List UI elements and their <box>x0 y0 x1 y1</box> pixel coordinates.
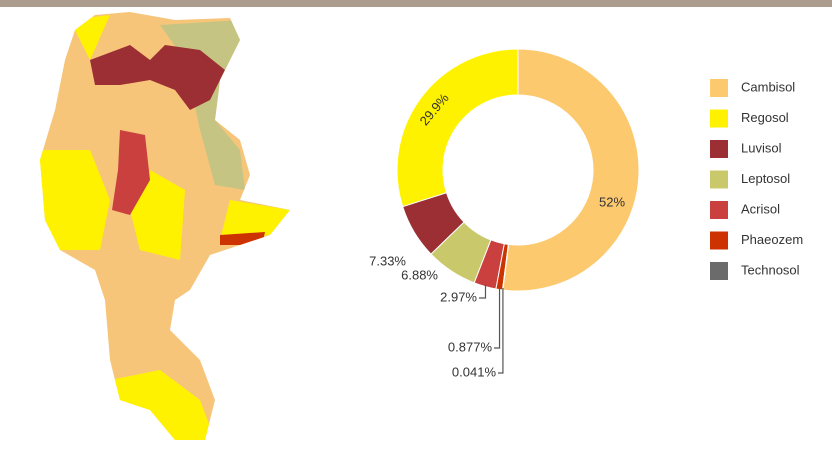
legend-label: Technosol <box>741 262 800 277</box>
value-label: 6.88% <box>401 267 438 282</box>
legend-label: Phaeozem <box>741 232 803 247</box>
legend-label: Regosol <box>741 110 789 125</box>
legend-swatch <box>710 110 728 128</box>
legend-label: Luvisol <box>741 140 782 155</box>
donut-chart: 52%29.9%7.33%6.88%2.97%0.877%0.041% <box>369 49 639 379</box>
value-label: 0.041% <box>452 364 497 379</box>
value-label: 7.33% <box>369 253 406 268</box>
leader-line <box>498 288 503 373</box>
legend-swatch <box>710 232 728 250</box>
soil-map <box>30 10 300 445</box>
legend-swatch <box>710 79 728 97</box>
legend-swatch <box>710 262 728 280</box>
legend: Cambisol Regosol Luvisol Leptosol Acrisol Pha… <box>710 79 803 280</box>
screen: 52%29.9%7.33%6.88%2.97%0.877%0.041% Camb… <box>0 0 832 445</box>
legend-swatch <box>710 201 728 219</box>
donut-slice <box>503 49 639 291</box>
legend-label: Acrisol <box>741 201 780 216</box>
legend-swatch <box>710 140 728 158</box>
leader-line <box>494 288 500 348</box>
legend-label: Cambisol <box>741 79 795 94</box>
page: {"chart_data": {"type": "donut", "catego… <box>0 0 832 445</box>
value-label: 2.97% <box>440 289 477 304</box>
legend-swatch <box>710 171 728 189</box>
value-label: 52% <box>599 194 625 209</box>
donut-slice <box>397 49 518 207</box>
top-bar <box>0 0 832 7</box>
legend-label: Leptosol <box>741 171 790 186</box>
value-label: 0.877% <box>448 339 493 354</box>
